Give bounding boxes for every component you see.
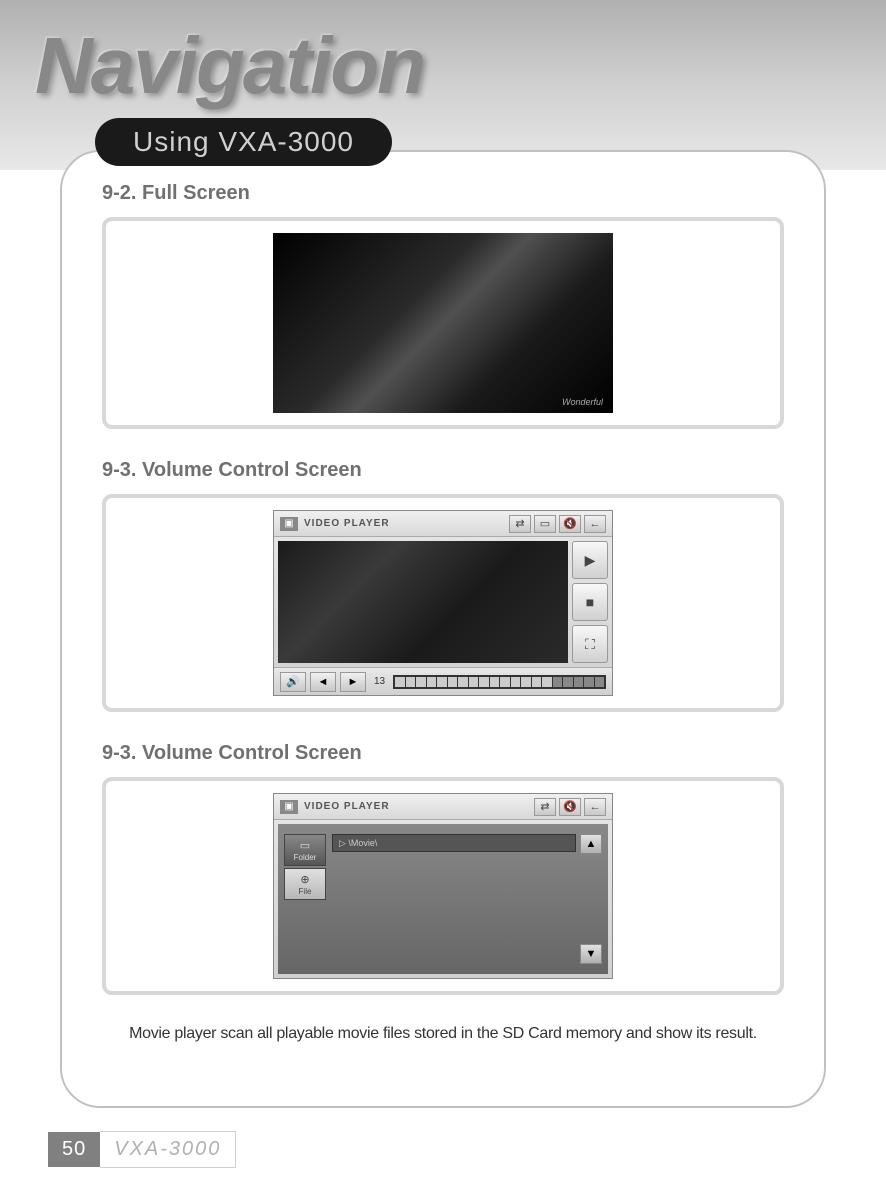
volume-down-button[interactable]: ◄ xyxy=(310,672,336,692)
fullscreen-button[interactable]: ⛶ xyxy=(572,625,608,663)
mute-icon[interactable]: 🔇 xyxy=(559,798,581,816)
player-title: VIDEO PLAYER xyxy=(304,518,506,529)
video-player-file: ▣ VIDEO PLAYER ⇄ 🔇 ← ▭ Folder ⊕ File xyxy=(273,793,613,979)
file-tab[interactable]: ⊕ File xyxy=(284,868,326,900)
screenshot-box-fullscreen: Wonderful xyxy=(102,217,784,429)
back-icon[interactable]: ← xyxy=(584,515,606,533)
sd-card-icon[interactable]: ⇄ xyxy=(534,798,556,816)
file-tab-icon: ⊕ xyxy=(300,873,309,886)
video-fullscreen-preview: Wonderful xyxy=(273,233,613,413)
content-frame: 9-2. Full Screen Wonderful 9-3. Volume C… xyxy=(60,150,826,1108)
volume-value: 13 xyxy=(370,676,389,687)
section-heading-file: 9-3. Volume Control Screen xyxy=(102,742,784,765)
volume-bar: 🔊 ◄ ► 13 xyxy=(274,667,612,695)
play-button[interactable]: ▶ xyxy=(572,541,608,579)
video-watermark: Wonderful xyxy=(562,397,603,407)
volume-up-button[interactable]: ► xyxy=(340,672,366,692)
folder-tab[interactable]: ▭ Folder xyxy=(284,834,326,866)
volume-segment xyxy=(490,677,500,687)
volume-segment xyxy=(563,677,573,687)
volume-segment xyxy=(406,677,416,687)
file-tabs: ▭ Folder ⊕ File xyxy=(284,834,326,900)
scroll-down-button[interactable]: ▼ xyxy=(580,944,602,964)
volume-segment xyxy=(584,677,594,687)
mute-icon[interactable]: 🔇 xyxy=(559,515,581,533)
volume-meter xyxy=(393,675,606,689)
player-header-file: ▣ VIDEO PLAYER ⇄ 🔇 ← xyxy=(274,794,612,820)
navigation-title: Navigation xyxy=(35,20,424,112)
player-header: ▣ VIDEO PLAYER ⇄ ▭ 🔇 ← xyxy=(274,511,612,537)
chapter-label: Using VXA-3000 xyxy=(95,118,392,166)
folder-tab-label: Folder xyxy=(294,853,317,862)
file-path-bar: ▷ \Movie\ xyxy=(332,834,576,852)
volume-segment xyxy=(511,677,521,687)
player-logo-icon: ▣ xyxy=(280,517,298,531)
video-player-volume: ▣ VIDEO PLAYER ⇄ ▭ 🔇 ← ▶ ■ ⛶ 🔊 ◄ ► 13 xyxy=(273,510,613,696)
volume-segment xyxy=(553,677,563,687)
sd-card-icon[interactable]: ⇄ xyxy=(509,515,531,533)
volume-segment xyxy=(574,677,584,687)
player-body: ▶ ■ ⛶ xyxy=(274,537,612,667)
volume-segment xyxy=(521,677,531,687)
volume-segment xyxy=(595,677,605,687)
file-browser-body: ▭ Folder ⊕ File ▷ \Movie\ ▲ ▼ xyxy=(278,824,608,974)
volume-segment xyxy=(458,677,468,687)
volume-segment xyxy=(500,677,510,687)
folder-icon[interactable]: ▭ xyxy=(534,515,556,533)
page-footer: 50 VXA-3000 xyxy=(48,1131,236,1168)
footer-model: VXA-3000 xyxy=(100,1131,236,1168)
volume-segment xyxy=(437,677,447,687)
section-heading-volume: 9-3. Volume Control Screen xyxy=(102,459,784,482)
volume-segment xyxy=(448,677,458,687)
player-title-file: VIDEO PLAYER xyxy=(304,801,531,812)
volume-icon[interactable]: 🔊 xyxy=(280,672,306,692)
back-icon[interactable]: ← xyxy=(584,798,606,816)
bottom-note: Movie player scan all playable movie fil… xyxy=(102,1025,784,1043)
volume-segment xyxy=(542,677,552,687)
file-tab-label: File xyxy=(299,887,312,896)
volume-segment xyxy=(427,677,437,687)
section-heading-fullscreen: 9-2. Full Screen xyxy=(102,182,784,205)
stop-button[interactable]: ■ xyxy=(572,583,608,621)
volume-segment xyxy=(395,677,405,687)
folder-tab-icon: ▭ xyxy=(300,839,310,852)
volume-segment xyxy=(416,677,426,687)
side-controls: ▶ ■ ⛶ xyxy=(572,537,612,667)
player-logo-icon: ▣ xyxy=(280,800,298,814)
screenshot-box-volume: ▣ VIDEO PLAYER ⇄ ▭ 🔇 ← ▶ ■ ⛶ 🔊 ◄ ► 13 xyxy=(102,494,784,712)
volume-segment xyxy=(532,677,542,687)
volume-segment xyxy=(479,677,489,687)
video-preview-area xyxy=(278,541,568,663)
screenshot-box-file: ▣ VIDEO PLAYER ⇄ 🔇 ← ▭ Folder ⊕ File xyxy=(102,777,784,995)
scroll-up-button[interactable]: ▲ xyxy=(580,834,602,854)
volume-segment xyxy=(469,677,479,687)
page-number: 50 xyxy=(48,1132,100,1167)
